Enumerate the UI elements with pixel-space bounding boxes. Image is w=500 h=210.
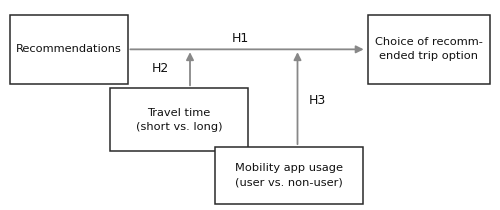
Text: Choice of recomm-
ended trip option: Choice of recomm- ended trip option: [375, 37, 482, 61]
Text: H1: H1: [232, 32, 248, 45]
Text: H2: H2: [152, 62, 168, 75]
FancyBboxPatch shape: [110, 88, 248, 151]
FancyBboxPatch shape: [215, 147, 362, 204]
FancyBboxPatch shape: [368, 15, 490, 84]
Text: Mobility app usage
(user vs. non-user): Mobility app usage (user vs. non-user): [235, 163, 343, 187]
Text: H3: H3: [309, 94, 326, 107]
FancyBboxPatch shape: [10, 15, 128, 84]
Text: Recommendations: Recommendations: [16, 44, 122, 54]
Text: Travel time
(short vs. long): Travel time (short vs. long): [136, 108, 222, 132]
